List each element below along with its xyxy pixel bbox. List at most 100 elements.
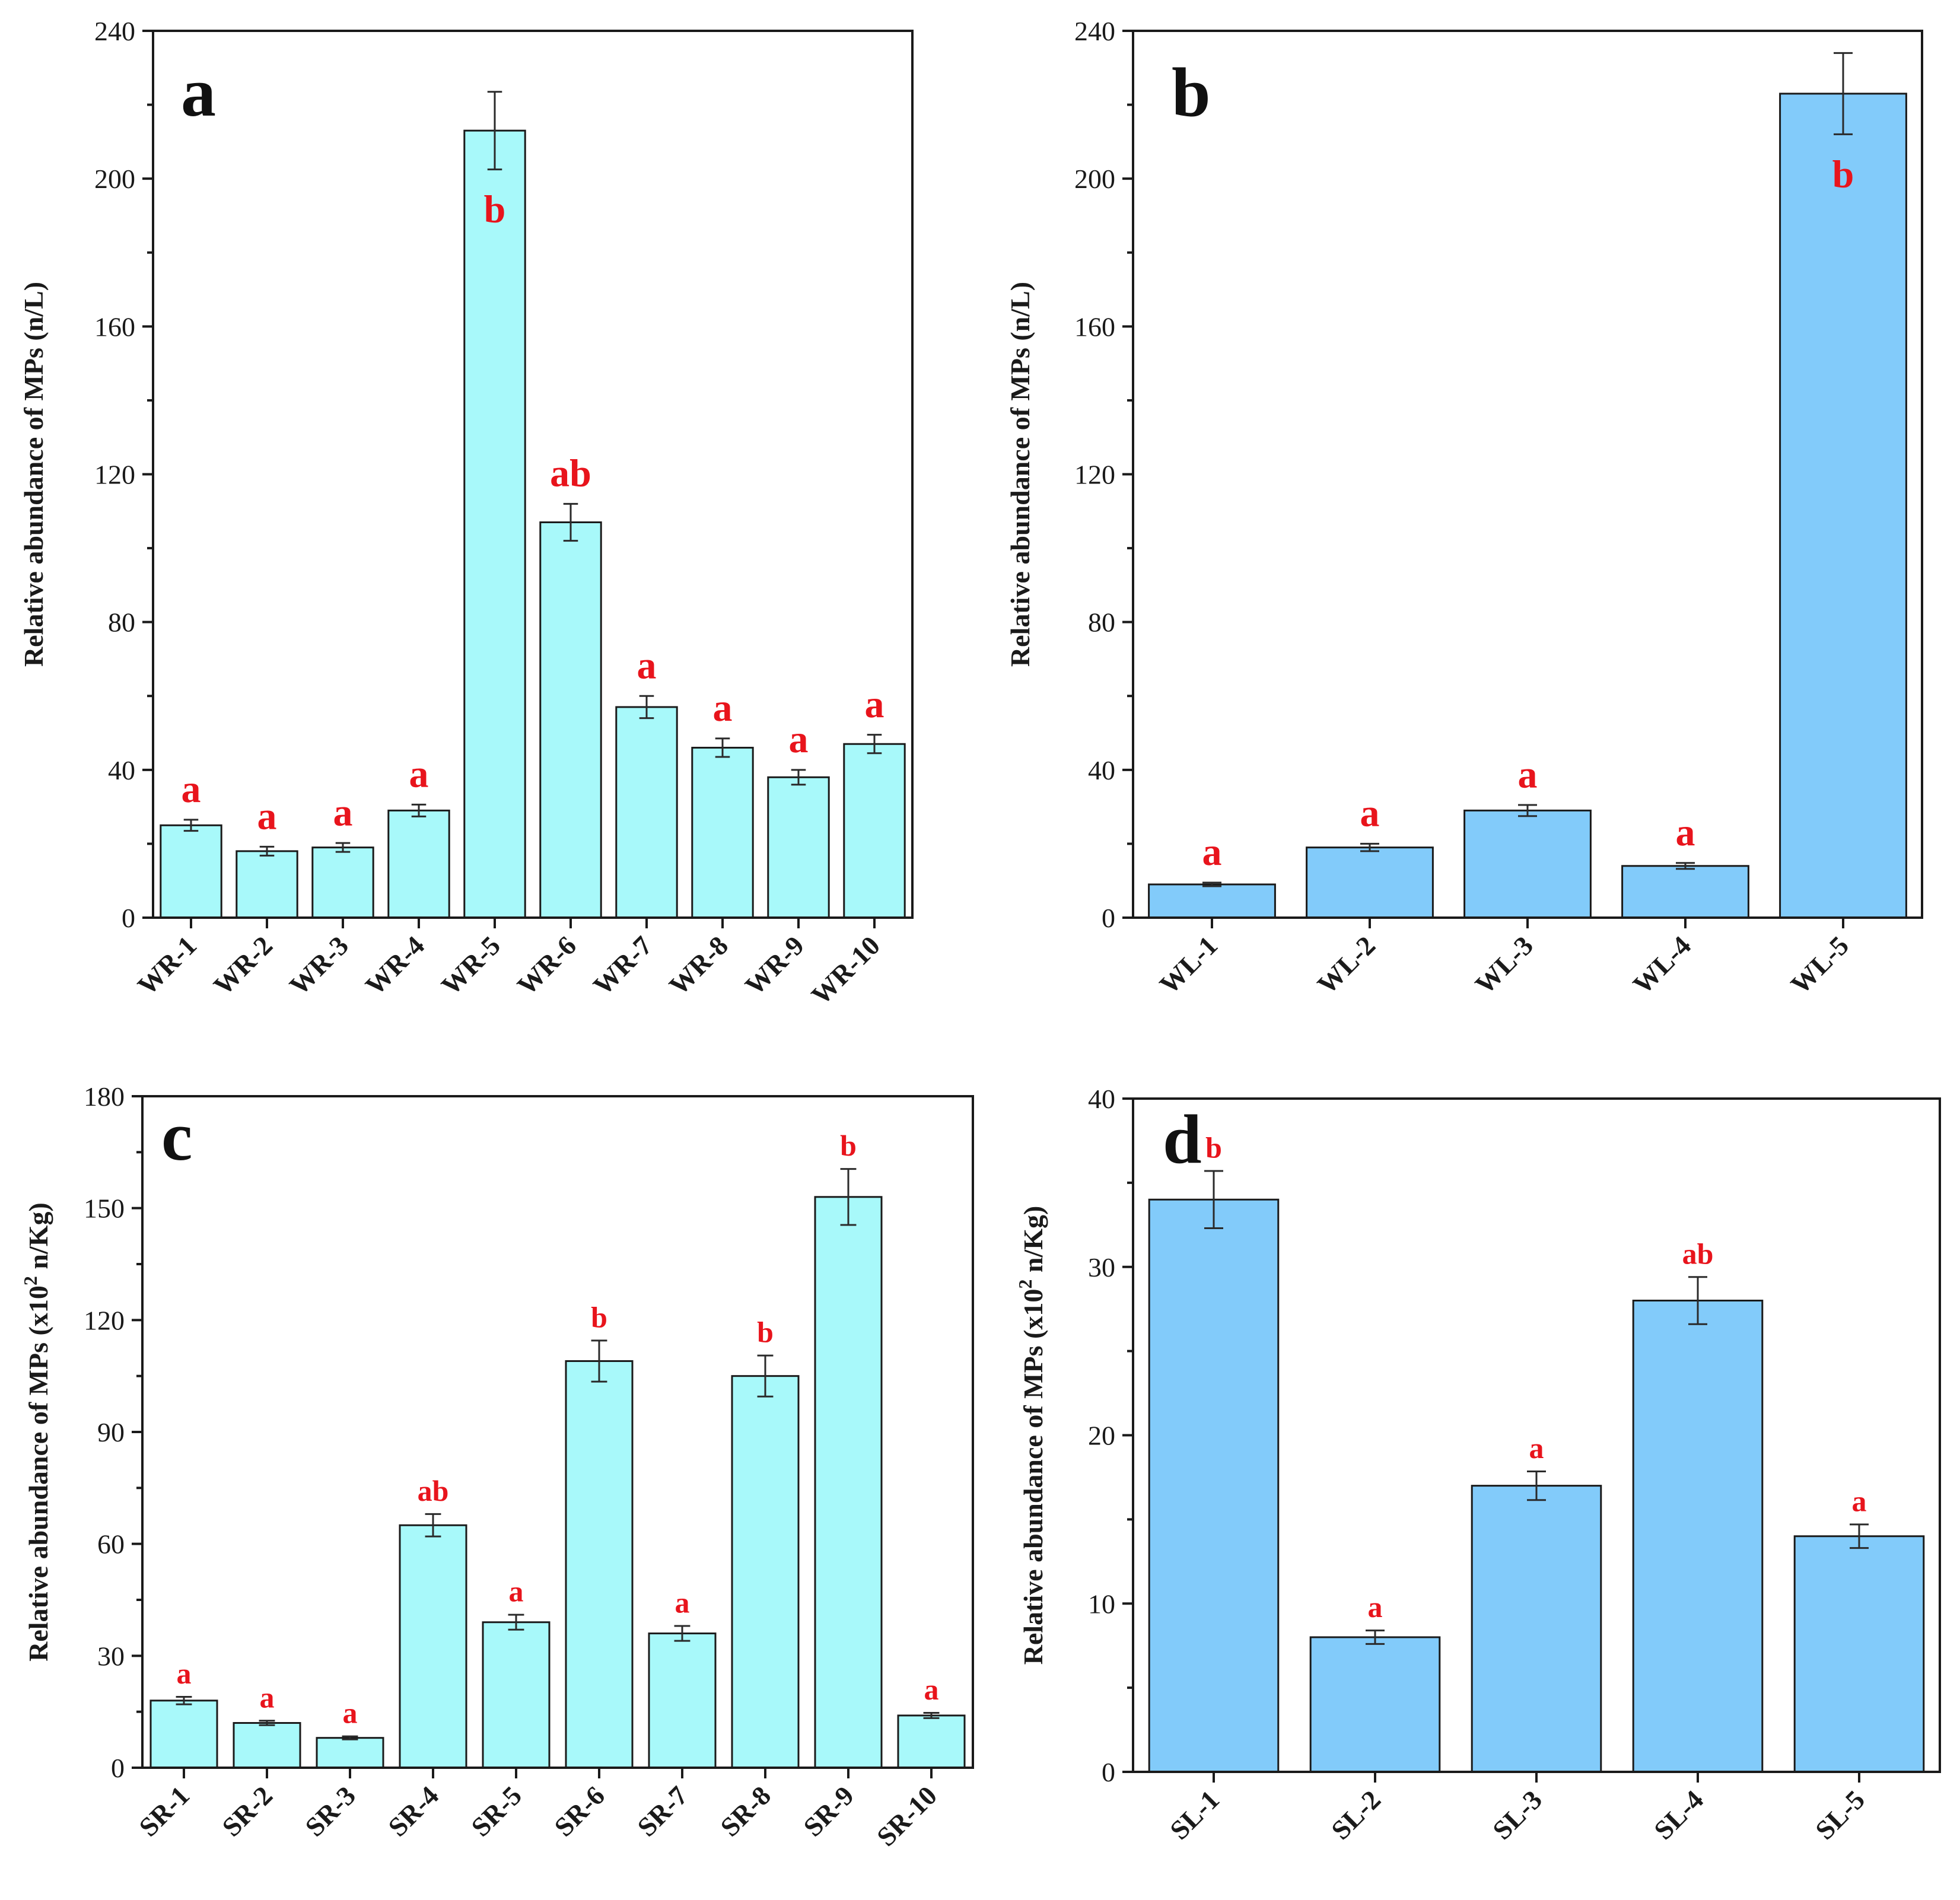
- error-bar-wr-8: [715, 737, 730, 758]
- x-tick-label-sr-7: SR-7: [631, 1780, 693, 1842]
- x-tick-label-sr-4: SR-4: [382, 1780, 444, 1842]
- bar-wl-2: [1306, 846, 1434, 919]
- error-bar-sr-6: [591, 1339, 607, 1383]
- error-bar-wr-6: [563, 502, 578, 542]
- significance-label-sl-3: a: [1529, 1431, 1544, 1465]
- bar-sl-4: [1632, 1300, 1764, 1773]
- y-axis-title-main: Relative abundance of MPs (n/L): [1005, 282, 1035, 667]
- bar-wr-8: [691, 746, 754, 919]
- error-bar-wr-1: [183, 819, 199, 832]
- significance-label-wr-4: a: [409, 753, 429, 796]
- significance-label-wr-8: a: [713, 686, 733, 730]
- y-axis-title: Relative abundance of MPs (n/L): [18, 282, 49, 667]
- significance-label-sr-3: a: [343, 1697, 358, 1730]
- y-tick-label: 200: [1074, 164, 1115, 194]
- y-tick-label: 30: [97, 1641, 125, 1671]
- y-tick-label: 0: [111, 1753, 125, 1783]
- x-tick-label-sr-10: SR-10: [871, 1780, 943, 1852]
- y-axis-title: Relative abundance of MPs (n/L): [1005, 282, 1035, 667]
- significance-label-sr-10: a: [924, 1673, 939, 1706]
- error-bar-sr-8: [757, 1354, 774, 1398]
- y-axis-title-unit: n/Kg): [23, 1202, 53, 1276]
- bar-sr-10: [897, 1714, 966, 1769]
- significance-label-wl-5: b: [1832, 153, 1854, 196]
- bar-sr-4: [399, 1524, 467, 1769]
- bar-wl-5: [1779, 93, 1907, 919]
- error-bar-sl-1: [1204, 1170, 1223, 1229]
- panel-letter: c: [161, 1097, 192, 1175]
- y-axis-title-main: Relative abundance of MPs (x10: [1018, 1289, 1048, 1665]
- bar-sr-1: [149, 1700, 218, 1769]
- bar-sr-5: [482, 1621, 551, 1769]
- y-tick-label: 240: [1074, 16, 1115, 46]
- significance-label-wl-4: a: [1676, 811, 1695, 854]
- y-tick-label: 200: [94, 164, 135, 194]
- bar-wr-1: [160, 824, 222, 919]
- x-tick-label-wr-2: WR-2: [208, 930, 278, 1001]
- error-bar-wl-3: [1518, 804, 1537, 817]
- x-tick-label-wr-8: WR-8: [663, 930, 734, 1001]
- significance-label-sr-8: b: [757, 1316, 774, 1349]
- y-axis-title-main: Relative abundance of MPs (n/L): [18, 282, 49, 667]
- x-tick-label-wr-5: WR-5: [435, 930, 506, 1001]
- y-tick-label: 160: [94, 311, 135, 342]
- bar-sr-8: [731, 1375, 800, 1769]
- bar-wl-4: [1621, 865, 1749, 919]
- bar-sr-2: [233, 1722, 301, 1769]
- error-bar-wr-10: [867, 734, 882, 755]
- y-tick-label: 120: [1074, 460, 1115, 490]
- significance-label-wl-2: a: [1360, 792, 1380, 835]
- error-bar-sr-10: [923, 1712, 940, 1719]
- x-tick-label-wl-4: WL-4: [1627, 930, 1697, 1000]
- error-bar-wr-9: [791, 769, 806, 786]
- significance-label-sr-5: a: [509, 1575, 524, 1608]
- error-bar-sl-5: [1850, 1523, 1869, 1549]
- x-tick-label-wr-4: WR-4: [359, 930, 430, 1001]
- x-tick-label-sr-6: SR-6: [548, 1780, 610, 1842]
- bar-sl-5: [1793, 1535, 1925, 1773]
- x-tick-label-sr-5: SR-5: [465, 1780, 527, 1842]
- bar-wl-3: [1463, 809, 1592, 919]
- error-bar-sr-1: [176, 1696, 192, 1705]
- significance-label-wl-1: a: [1202, 830, 1222, 874]
- y-axis-title-superscript: 2: [20, 1276, 41, 1285]
- error-bar-sr-9: [840, 1168, 857, 1226]
- bar-sl-1: [1148, 1198, 1280, 1773]
- y-tick-label: 180: [84, 1081, 125, 1112]
- significance-label-wr-5: b: [484, 188, 506, 231]
- y-tick-label: 0: [122, 903, 135, 933]
- error-bar-sr-5: [508, 1613, 524, 1631]
- bar-wr-3: [311, 846, 374, 919]
- chart-panel-b: a a a a b 0 40 80 120 160 200 240 WL-1 WL-2 WL-3 WL-4 WL…: [1005, 16, 1923, 1000]
- bar-wr-10: [843, 743, 906, 919]
- y-tick-label: 80: [1088, 607, 1115, 638]
- significance-label-wr-3: a: [333, 791, 353, 834]
- x-tick-label-wl-3: WL-3: [1469, 930, 1539, 1000]
- error-bar-wr-4: [411, 803, 427, 817]
- significance-label-sr-9: b: [840, 1129, 857, 1162]
- significance-label-wr-9: a: [789, 718, 809, 761]
- bar-wr-6: [539, 521, 602, 919]
- error-bar-sr-2: [259, 1720, 275, 1726]
- x-tick-label-sr-3: SR-3: [299, 1780, 361, 1842]
- bar-wr-5: [463, 129, 526, 919]
- significance-label-sr-1: a: [177, 1657, 192, 1690]
- significance-label-wl-3: a: [1518, 753, 1538, 796]
- bar-wr-4: [387, 809, 450, 919]
- x-tick-label-sr-1: SR-1: [133, 1780, 195, 1842]
- error-bar-wr-5: [487, 91, 502, 171]
- x-tick-label-sr-8: SR-8: [714, 1780, 777, 1842]
- y-axis-title-main: Relative abundance of MPs (x10: [23, 1285, 53, 1662]
- x-tick-label-wl-1: WL-1: [1154, 930, 1223, 1000]
- significance-label-wr-1: a: [182, 768, 201, 811]
- x-tick-label-sl-3: SL-3: [1487, 1784, 1548, 1845]
- y-tick-label: 30: [1088, 1252, 1115, 1282]
- error-bar-sl-2: [1366, 1630, 1385, 1645]
- x-tick-label-sl-2: SL-2: [1325, 1784, 1386, 1845]
- significance-label-sr-7: a: [675, 1586, 690, 1619]
- error-bar-wl-5: [1834, 52, 1853, 135]
- significance-label-sl-2: a: [1368, 1590, 1383, 1624]
